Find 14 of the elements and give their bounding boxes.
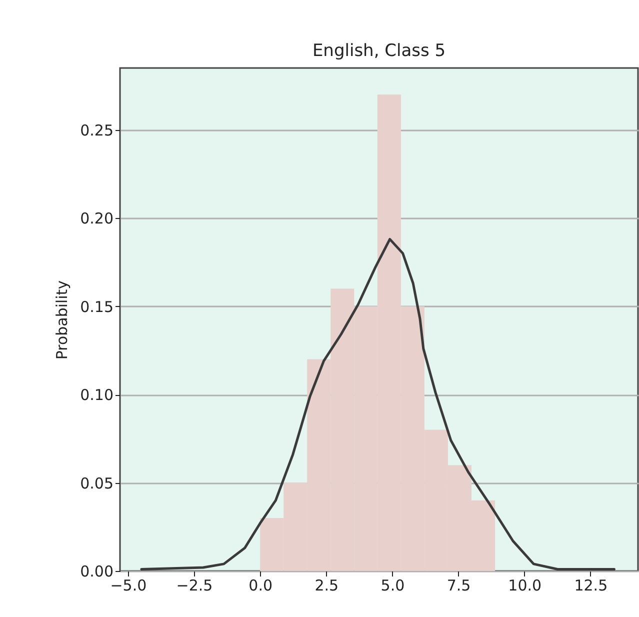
y-axis-title: Probability — [53, 280, 72, 360]
chart-title: English, Class 5 — [312, 41, 446, 61]
x-tick-label: −2.5 — [176, 576, 213, 594]
x-tick-label: 2.5 — [314, 576, 339, 594]
y-tick-label: 0.10 — [80, 386, 114, 404]
y-tick-label: 0.05 — [80, 474, 114, 492]
y-tick-label: 0.25 — [80, 121, 114, 140]
x-tick-label: 5.0 — [380, 576, 405, 594]
y-tick-label: 0.15 — [80, 298, 114, 316]
x-tick-label: 7.5 — [446, 576, 471, 594]
x-tick-label: 10.0 — [508, 576, 542, 594]
y-tick-label: 0.20 — [80, 210, 114, 228]
x-tick-label: 0.0 — [248, 576, 272, 594]
x-tick-label: 12.5 — [574, 576, 608, 594]
